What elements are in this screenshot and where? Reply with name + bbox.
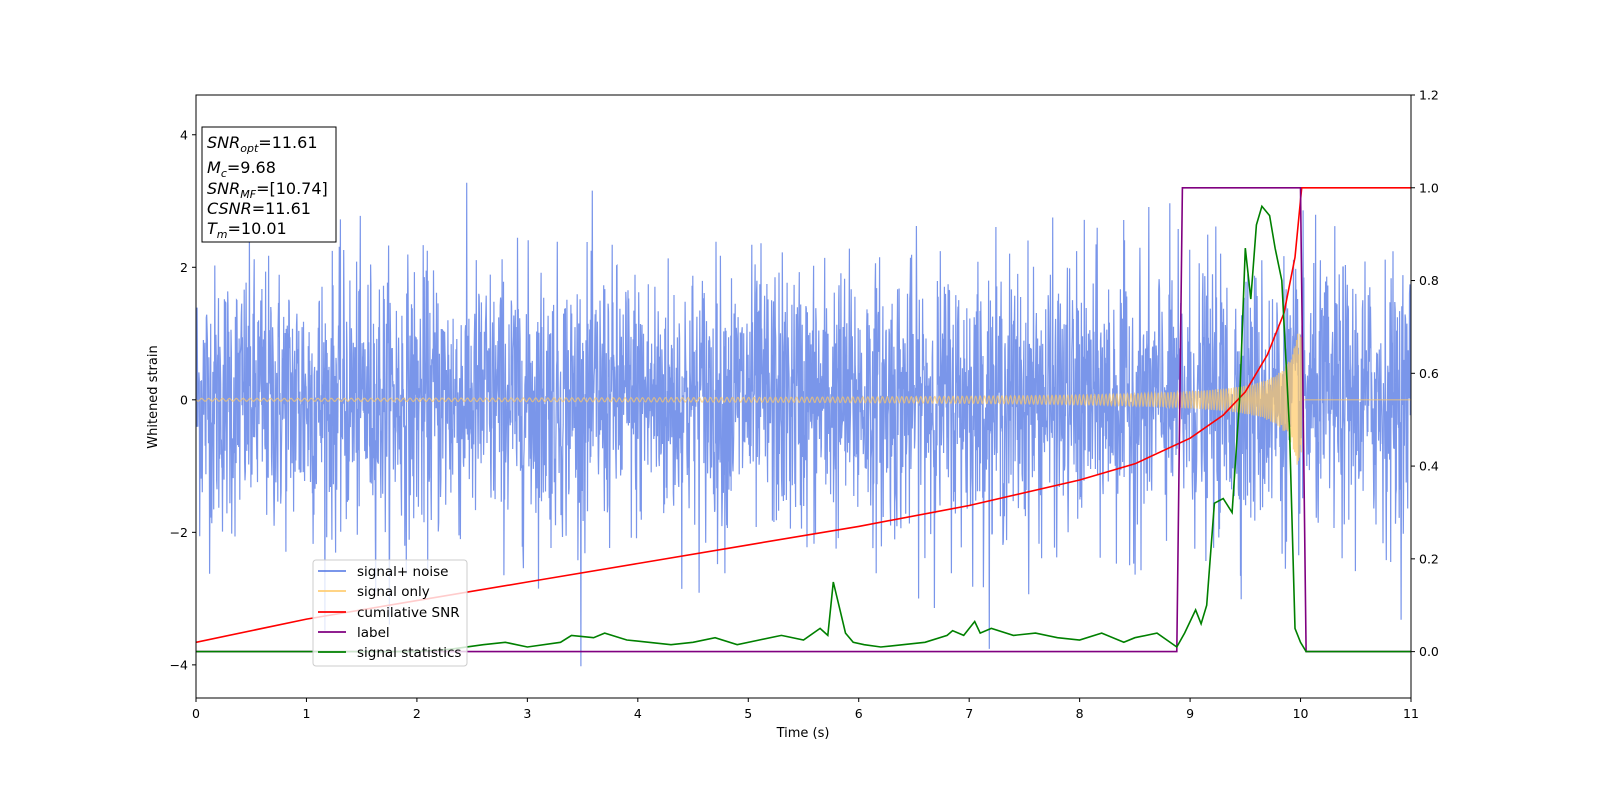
y-right-tick-label: 0.8 — [1419, 273, 1439, 288]
ticks-layer: 0 1 2 3 4 5 6 7 8 9 10 11 −4 −2 0 2 4 0.0 0.2 0.4 0.6 0.8 1.0 1… — [170, 88, 1439, 722]
x-tick-label: 1 — [302, 706, 310, 721]
x-tick-label: 5 — [744, 706, 752, 721]
series-line-signal-noise — [196, 182, 1411, 667]
x-tick-label: 6 — [855, 706, 863, 721]
x-tick-label: 8 — [1076, 706, 1084, 721]
y-right-tick-label: 0.6 — [1419, 366, 1439, 381]
info-box-frame — [201, 126, 337, 243]
y-right-tick-label: 0.0 — [1419, 644, 1439, 659]
y-left-tick-label: 0 — [180, 392, 188, 407]
info-snr-opt: SNRopt=11.61 — [207, 133, 318, 155]
legend-label-signal-statistics: signal statistics — [357, 645, 461, 661]
x-tick-label: 11 — [1403, 706, 1419, 721]
series-layer — [196, 182, 1411, 667]
series-line-signal-only — [196, 333, 1411, 465]
x-tick-label: 0 — [192, 706, 200, 721]
y-left-tick-label: −4 — [170, 657, 188, 672]
x-tick-label: 4 — [634, 706, 642, 721]
info-tm: Tm=10.01 — [207, 219, 287, 241]
x-tick-label: 3 — [523, 706, 531, 721]
x-axis-label: Time (s) — [776, 726, 830, 741]
legend-frame — [312, 559, 468, 667]
axes-frame — [195, 94, 1412, 699]
y-left-tick-label: 4 — [180, 127, 188, 142]
y-right-tick-label: 1.2 — [1419, 88, 1439, 103]
info-csnr: CSNR=11.61 — [207, 199, 311, 218]
x-tick-label: 10 — [1293, 706, 1309, 721]
y-right-tick-label: 0.4 — [1419, 459, 1439, 474]
legend-label-cumulative-snr: cumilative SNR — [357, 605, 460, 621]
legend-label-signal-only: signal only — [357, 584, 430, 600]
series-line-cumilative-snr — [196, 187, 1411, 644]
series-line-signal-statistics — [196, 204, 1411, 653]
plot-area — [195, 94, 1412, 699]
y-right-tick-label: 0.2 — [1419, 551, 1439, 566]
info-snr-mf: SNRMF=[10.74] — [207, 179, 328, 201]
legend: signal+ noise signal only cumilative SNR… — [312, 559, 468, 667]
x-tick-label: 9 — [1186, 706, 1194, 721]
y-left-tick-label: 2 — [180, 260, 188, 275]
info-box: SNRopt=11.61 Mc=9.68 SNRMF=[10.74] CSNR=… — [201, 126, 337, 243]
y-left-tick-label: −2 — [170, 525, 188, 540]
y-axis-label-left: Whitened strain — [146, 345, 161, 448]
legend-label-label: label — [357, 625, 390, 641]
legend-label-signal-noise: signal+ noise — [357, 564, 448, 580]
x-tick-label: 2 — [413, 706, 421, 721]
info-mc: Mc=9.68 — [207, 158, 276, 180]
y-right-tick-label: 1.0 — [1419, 180, 1439, 195]
x-tick-label: 7 — [965, 706, 973, 721]
